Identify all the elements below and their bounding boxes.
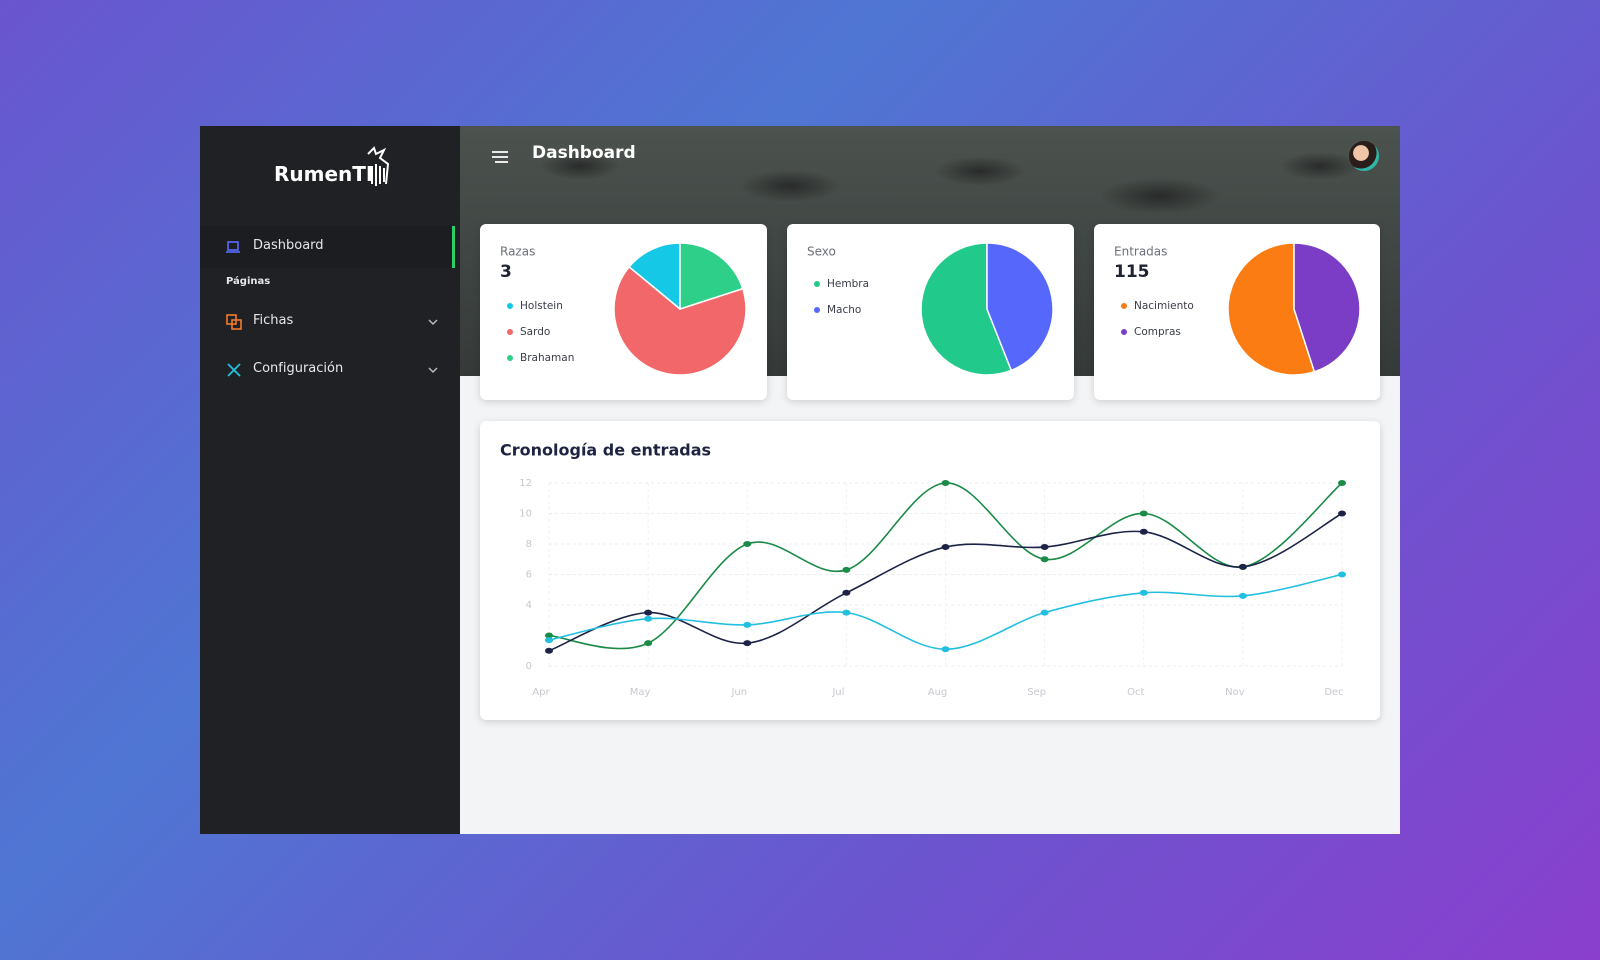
data-point [941, 646, 950, 653]
y-tick-label: 0 [526, 661, 532, 672]
pie-slice [613, 265, 747, 376]
legend-dot [507, 303, 513, 309]
data-point [644, 609, 653, 616]
y-tick-label: 6 [526, 570, 532, 581]
nav-icon [227, 363, 241, 377]
brand: RumenTI [274, 146, 390, 186]
pie-slice [1293, 242, 1361, 373]
pie-card: Entradas 115 Nacimiento Compras [1114, 242, 1361, 376]
y-tick-label: 10 [519, 509, 532, 520]
x-tick-label: Sep [1027, 687, 1046, 698]
stat-card: Sexo Hembra Macho [787, 224, 1074, 400]
card-title: Razas [500, 245, 535, 259]
data-point [545, 637, 553, 644]
data-point [842, 589, 851, 596]
data-point [545, 632, 553, 639]
stat-card: Razas 3 Holstein Sardo Brahaman [480, 224, 767, 400]
sidebar: RumenTI Dashboard Páginas Fichas Configu… [200, 126, 460, 834]
nav-group[interactable]: Configuración [200, 352, 452, 388]
legend-label: Hembra [827, 278, 869, 290]
card-total: 3 [500, 262, 512, 282]
nav-section: Páginas [226, 276, 271, 287]
data-point [743, 640, 752, 647]
x-tick-label: Apr [532, 687, 550, 698]
data-point [1139, 589, 1148, 596]
legend-label: Brahaman [520, 352, 574, 364]
pie-slice [1227, 242, 1316, 376]
chart-title: Cronología de entradas [500, 441, 711, 460]
chevron [428, 319, 438, 326]
nav-icon [226, 241, 240, 253]
x-tick-label: Jun [730, 687, 747, 698]
legend-dot [1121, 303, 1127, 309]
y-tick-label: 4 [526, 600, 532, 611]
data-point [1139, 528, 1148, 535]
data-point [1040, 544, 1049, 551]
nav-group[interactable]: Fichas [200, 304, 452, 340]
card-title: Entradas [1114, 245, 1167, 259]
data-point [941, 544, 950, 551]
nav-label: Fichas [253, 313, 294, 328]
data-point [941, 480, 950, 486]
legend-label: Macho [827, 304, 861, 316]
pie-slice [986, 242, 1054, 372]
nav-item-active[interactable]: Dashboard [200, 226, 455, 268]
data-point [743, 621, 752, 628]
app-window: RumenTI Dashboard Páginas Fichas Configu… [200, 126, 1400, 834]
brand-name: RumenTI [274, 162, 374, 186]
pie-slice [628, 242, 681, 311]
legend-dot [814, 307, 820, 313]
data-point [644, 615, 653, 622]
card-total: 115 [1114, 262, 1150, 282]
data-point [1040, 609, 1049, 616]
data-point [1238, 563, 1247, 570]
pie-card: Sexo Hembra Macho [807, 242, 1054, 376]
nav-icon [226, 314, 242, 330]
x-tick-label: May [630, 687, 651, 698]
legend-dot [507, 329, 513, 335]
data-point [644, 640, 653, 647]
series-line [548, 512, 1343, 652]
data-point [1338, 571, 1346, 578]
data-point [1139, 510, 1148, 517]
data-point [1338, 510, 1346, 517]
y-tick-label: 8 [526, 539, 532, 550]
menu-button[interactable] [492, 150, 508, 164]
data-point [743, 541, 752, 547]
brand-logo [367, 146, 390, 186]
chevron [428, 367, 438, 374]
legend-label: Compras [1134, 326, 1181, 338]
data-point [1238, 592, 1247, 599]
card-title: Sexo [807, 245, 836, 259]
x-tick-label: Oct [1127, 687, 1144, 698]
x-tick-label: Aug [928, 687, 948, 698]
pie-slice [920, 242, 1013, 376]
legend-label: Holstein [520, 300, 563, 312]
x-tick-label: Dec [1324, 687, 1343, 698]
stat-card: Entradas 115 Nacimiento Compras [1094, 224, 1380, 400]
data-point [842, 566, 851, 573]
nav-label: Dashboard [253, 238, 324, 253]
legend-label: Nacimiento [1134, 300, 1194, 312]
legend-dot [1121, 329, 1127, 335]
legend-label: Sardo [520, 326, 550, 338]
line-card: Cronología de entradas 0 4 6 8 10 12 Apr May Jun J… [480, 421, 1380, 720]
x-tick-label: Jul [831, 687, 844, 698]
data-point [1338, 480, 1346, 486]
nav-label: Configuración [253, 361, 344, 376]
pie-card: Razas 3 Holstein Sardo Brahaman [500, 242, 747, 376]
data-point [545, 647, 553, 654]
page-title: Dashboard [532, 143, 636, 163]
data-point [842, 609, 851, 616]
line-chart: Cronología de entradas 0 4 6 8 10 12 Apr May Jun J… [500, 441, 1346, 698]
legend-dot [814, 281, 820, 287]
avatar[interactable] [1349, 141, 1379, 171]
legend-dot [507, 355, 513, 361]
x-tick-label: Nov [1225, 687, 1245, 698]
y-tick-label: 12 [519, 478, 532, 489]
data-point [1040, 556, 1049, 563]
pie-slice [679, 242, 744, 311]
